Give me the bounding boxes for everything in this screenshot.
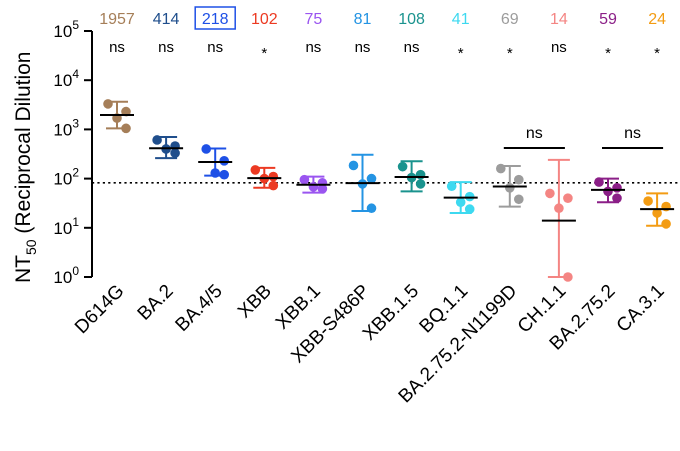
gmt-label: 218 [202,11,229,28]
data-point [121,106,131,117]
data-point [612,183,622,193]
group-ba-2 [149,135,184,160]
data-point [563,193,573,203]
group-ca-3-1 [640,192,675,229]
data-point [505,183,515,193]
x-tick-label: XBB [234,281,276,323]
significance-label: ns [404,39,420,56]
gmt-label: 102 [251,11,278,28]
data-point [317,184,328,194]
data-point [554,203,564,214]
gmt-label: 69 [501,11,519,28]
significance-label: ns [158,39,174,56]
data-point [514,194,524,205]
gmt-label: 14 [550,11,568,28]
data-groups [100,99,675,282]
significance-label: * [507,45,513,62]
y-tick-label: 102 [53,166,79,189]
data-point [563,272,573,282]
group-xbb [247,165,282,191]
data-point [268,180,279,191]
data-point [219,169,229,180]
data-point [250,165,261,175]
significance-label: * [654,45,660,62]
data-point [464,191,475,202]
significance-label: ns [551,39,567,56]
group-ba-2-75-2-n1199d [492,163,527,208]
x-axis-labels: D614G BA.2BA.4/5 XBBXBB.1XBB-S486PXBB.1.5B… [71,281,669,408]
data-point [612,193,622,203]
data-point [643,196,653,206]
data-point [661,219,671,229]
data-point [415,179,426,189]
data-point [514,174,524,185]
data-point [201,144,211,154]
data-point [121,123,131,134]
gmt-label: 24 [648,11,666,28]
data-point [603,186,613,197]
gmt-label: 414 [153,11,180,28]
comparison-label: ns [624,125,641,142]
x-tick-label: CA.3.1 [613,281,669,337]
gmt-highlight-box [194,6,236,30]
y-tick-label: 104 [53,67,79,90]
gmt-label: 1957 [99,11,135,28]
group-xbb-1 [296,174,331,194]
data-point [415,169,426,180]
data-point [652,208,662,218]
data-point [299,174,310,185]
y-tick-label: 103 [53,116,79,139]
data-point [545,188,555,199]
comparison-brackets: ns ns [503,125,664,149]
data-point [464,204,475,214]
significance-label: * [458,45,464,62]
group-ba-4-5 [198,144,233,180]
data-point [308,182,319,192]
data-point [446,181,457,192]
group-ch-1-1 [541,158,576,282]
y-axis: 100 101 102 103 104 105 [53,18,93,287]
group-xbb-s486p [345,153,380,214]
data-point [397,161,408,172]
data-point [348,160,359,171]
data-point [152,135,162,145]
gmt-label: 75 [305,11,323,28]
significance-label: ns [355,39,371,56]
data-point [366,173,377,184]
significance-label: ns [207,39,223,56]
gmt-label: 41 [452,11,470,28]
gmt-label: 81 [354,11,372,28]
x-tick-label: BA.4/5 [172,281,227,336]
data-point [210,168,220,178]
significance-label: ns [109,39,125,56]
gmt-label: 59 [599,11,617,28]
data-point [103,99,113,109]
x-tick-label: BA.2 [134,281,178,325]
comparison-label: ns [526,125,543,142]
data-point [268,171,279,182]
data-point [366,203,377,214]
data-point [496,163,506,174]
y-axis-title: NT50 (Reciprocal Dilution [12,52,39,283]
gmt-label: 108 [398,11,425,28]
data-point [455,197,466,208]
group-xbb-1-5 [394,160,429,193]
group-bq-1-1 [443,181,478,214]
group-ba-2-75-2 [591,177,625,204]
x-tick-label: D614G [71,281,128,338]
group-d614g [100,99,134,134]
y-tick-label: 105 [53,18,79,41]
header-row: 1957 ns 414 ns 218 ns 102 * 75 ns 81 ns 108 ns 41 * 69 * 1… [99,6,666,62]
y-tick-label: 101 [53,215,79,238]
data-point [219,156,229,166]
significance-label: * [605,45,611,62]
significance-label: * [261,45,267,62]
data-point [594,177,604,187]
y-tick-label: 100 [53,264,79,287]
data-point [170,148,180,158]
significance-label: ns [305,39,321,56]
